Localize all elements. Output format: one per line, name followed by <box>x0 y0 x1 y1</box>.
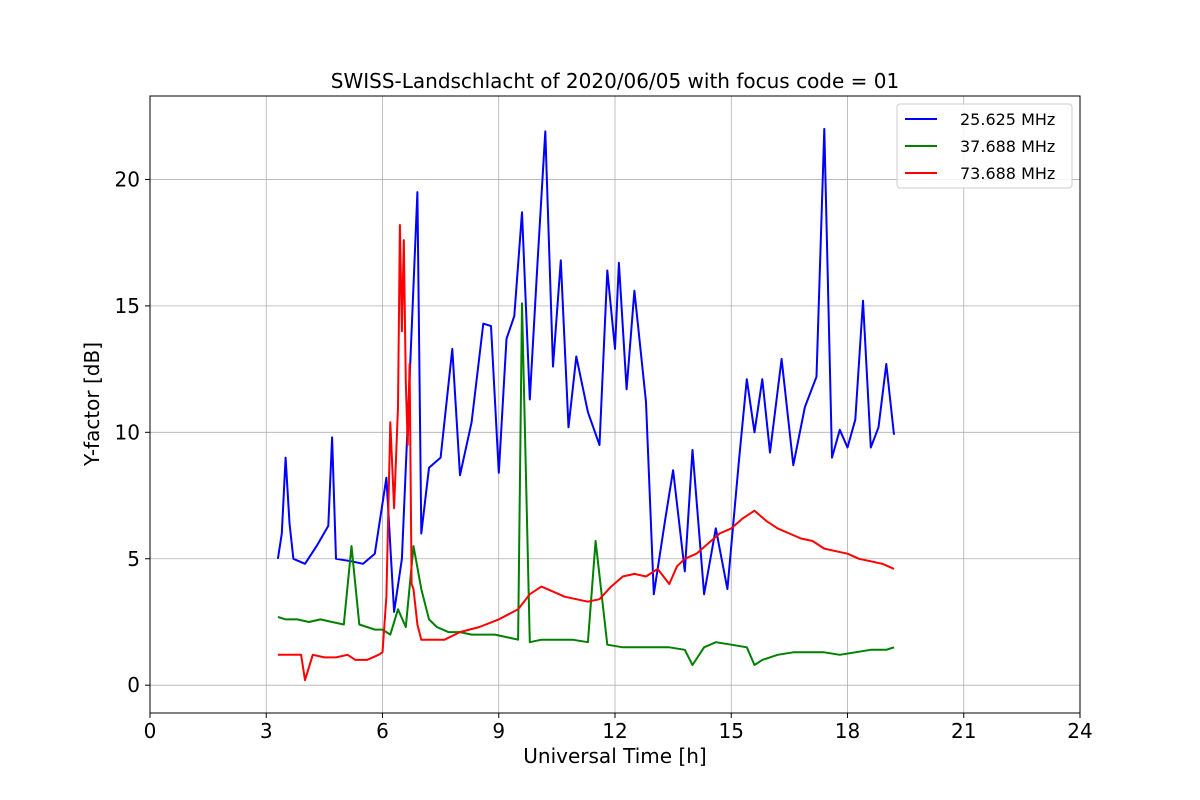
x-tick-label: 18 <box>835 719 860 743</box>
grid-lines <box>150 96 1080 713</box>
x-tick-label: 15 <box>719 719 744 743</box>
legend-label: 37.688 MHz <box>960 137 1055 156</box>
y-tick-label: 5 <box>127 547 140 571</box>
legend: 25.625 MHz 37.688 MHz 73.688 MHz <box>896 103 1073 189</box>
x-tick-label: 3 <box>260 719 273 743</box>
x-tick-label: 0 <box>144 719 157 743</box>
x-axis-label: Universal Time [h] <box>523 744 706 768</box>
series-line-25-625-MHz <box>276 127 895 613</box>
legend-label: 73.688 MHz <box>960 164 1055 183</box>
legend-box <box>896 103 1073 189</box>
x-tick-label: 21 <box>951 719 976 743</box>
series-line-73-688-MHz <box>277 224 895 682</box>
x-tick-label: 6 <box>376 719 389 743</box>
y-tick-label: 20 <box>115 167 140 191</box>
y-axis-ticks: 0 5 10 15 20 <box>115 167 150 697</box>
chart-title: SWISS-Landschlacht of 2020/06/05 with fo… <box>331 69 899 93</box>
x-tick-label: 9 <box>492 719 505 743</box>
y-axis-label: Y-factor [dB] <box>80 342 104 467</box>
x-tick-label: 24 <box>1067 719 1092 743</box>
legend-label: 25.625 MHz <box>960 110 1055 129</box>
y-tick-label: 15 <box>115 294 140 318</box>
x-tick-label: 12 <box>602 719 627 743</box>
series-line-37-688-MHz <box>277 302 895 666</box>
y-tick-label: 0 <box>127 673 140 697</box>
x-axis-ticks: 0 3 6 9 12 15 18 21 24 <box>144 713 1093 743</box>
series-layer <box>276 127 895 682</box>
y-tick-label: 10 <box>115 420 140 444</box>
